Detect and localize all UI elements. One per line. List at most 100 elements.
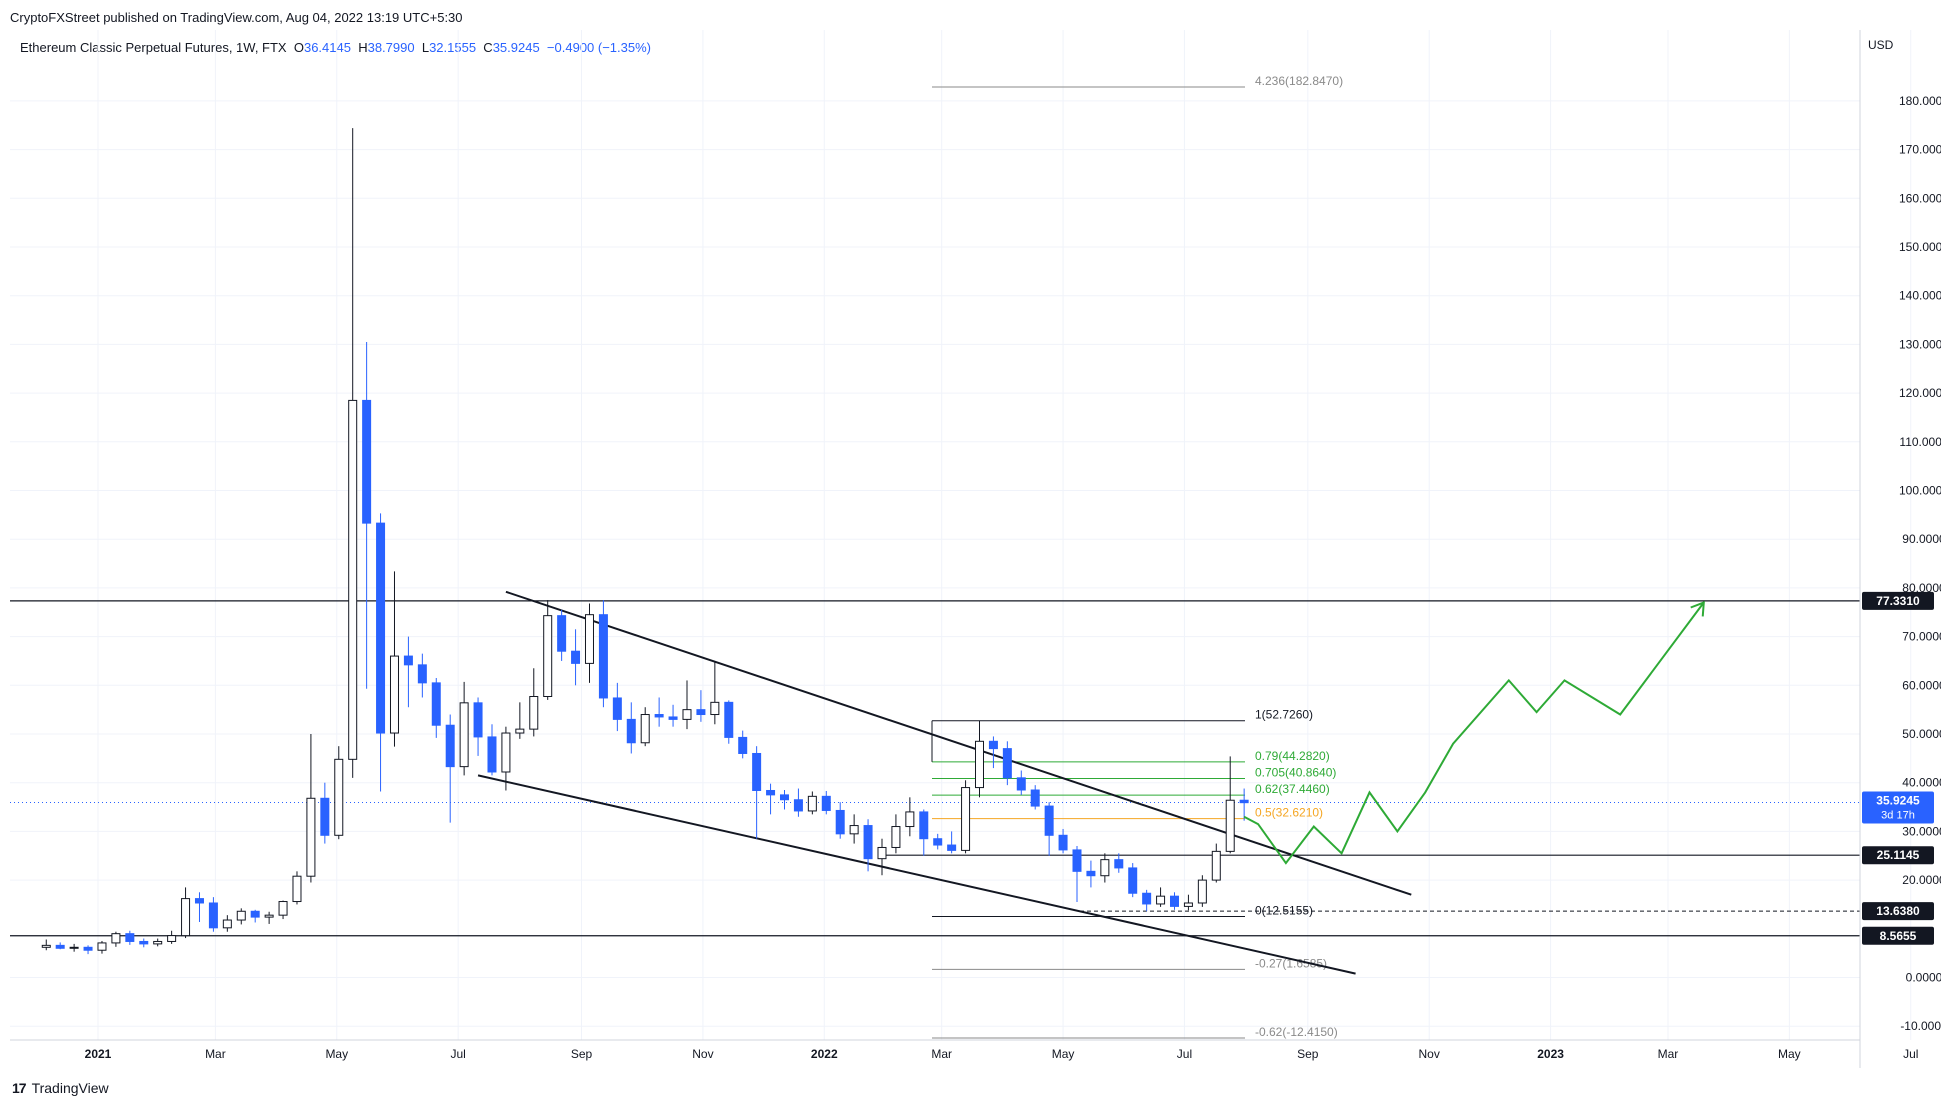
candle-body xyxy=(779,794,789,801)
candle xyxy=(1072,846,1082,903)
candle xyxy=(445,714,455,823)
y-tick-label: 130.0000 xyxy=(1899,337,1941,351)
y-tick-label: 120.0000 xyxy=(1899,386,1941,400)
candle xyxy=(1211,843,1221,883)
candle xyxy=(571,629,581,686)
price-marker-badge xyxy=(1862,902,1934,921)
fib-level-label: 0.705(40.8640) xyxy=(1255,765,1336,779)
candle-body xyxy=(1058,834,1068,851)
candle-body xyxy=(55,944,65,949)
y-tick-label: 80.0000 xyxy=(1902,581,1941,595)
candle xyxy=(598,600,608,708)
candle-body xyxy=(1114,859,1124,869)
x-tick-label: May xyxy=(1052,1047,1075,1061)
candle-body xyxy=(153,940,163,945)
candle xyxy=(194,892,204,922)
candle-body xyxy=(111,933,121,944)
fib-level-label: 0.62(37.4460) xyxy=(1255,782,1330,796)
candle xyxy=(97,940,107,954)
candle xyxy=(1128,863,1138,898)
candle-body xyxy=(849,825,859,835)
price-marker-badge xyxy=(1862,846,1934,865)
close-value: 35.9245 xyxy=(492,40,540,55)
close-label: C xyxy=(483,40,493,55)
candle-body xyxy=(529,696,539,730)
candle-body xyxy=(584,614,594,664)
x-tick-label: Nov xyxy=(692,1047,713,1061)
candle-body xyxy=(1072,849,1082,872)
candle-body xyxy=(612,697,622,720)
symbol-name: Ethereum Classic Perpetual Futures, 1W, … xyxy=(20,40,287,55)
candle-body xyxy=(974,740,984,789)
currency-label: USD xyxy=(1868,38,1894,52)
x-tick-label: 2023 xyxy=(1537,1047,1564,1061)
candle-body xyxy=(348,399,358,760)
candle-body xyxy=(1030,789,1040,807)
candle xyxy=(557,609,567,661)
candle-body xyxy=(793,799,803,812)
candle xyxy=(111,931,121,947)
fib-level-label: 4.236(182.8470) xyxy=(1255,74,1343,88)
y-tick-label: 150.0000 xyxy=(1899,240,1941,254)
candle xyxy=(1183,894,1193,911)
candle-body xyxy=(487,736,497,773)
horizontal-levels xyxy=(10,600,1860,937)
channel-lower-line xyxy=(477,774,1356,975)
candle-body xyxy=(459,702,469,768)
candle xyxy=(974,720,984,798)
candle-body xyxy=(431,682,441,726)
projection-arrowhead xyxy=(1690,601,1705,617)
x-tick-label: Jul xyxy=(1903,1047,1918,1061)
candle xyxy=(292,871,302,905)
candle-body xyxy=(891,826,901,848)
candle xyxy=(1156,887,1166,907)
x-tick-label: Sep xyxy=(571,1047,593,1061)
candle xyxy=(668,704,678,727)
y-tick-label: 110.0000 xyxy=(1899,435,1941,449)
high-label: H xyxy=(358,40,368,55)
candle-body xyxy=(724,701,734,738)
candle xyxy=(752,746,762,839)
candle-body xyxy=(292,875,302,903)
candle-body xyxy=(250,910,260,918)
candle xyxy=(891,814,901,854)
candle-body xyxy=(389,655,399,734)
candle-body xyxy=(306,797,316,877)
symbol-legend: Ethereum Classic Perpetual Futures, 1W, … xyxy=(20,40,651,55)
candle xyxy=(807,791,817,815)
candle-body xyxy=(710,701,720,716)
candle-body xyxy=(543,615,553,698)
candle-body xyxy=(41,944,51,948)
candle xyxy=(919,809,929,856)
open-value: 36.4145 xyxy=(303,40,351,55)
fib-level-label: -0.62(-12.4150) xyxy=(1255,1025,1338,1039)
candle xyxy=(654,697,664,727)
y-tick-label: 170.0000 xyxy=(1899,143,1941,157)
candle xyxy=(1030,785,1040,810)
x-tick-label: Jul xyxy=(1177,1047,1192,1061)
candle xyxy=(1016,770,1026,795)
candle xyxy=(640,707,650,747)
price-marker-badge xyxy=(1862,791,1934,824)
candle-body xyxy=(961,787,971,851)
x-tick-label: Mar xyxy=(1658,1047,1679,1061)
price-marker-label: 77.3310 xyxy=(1876,594,1920,608)
candle-body xyxy=(1100,859,1110,877)
candle xyxy=(403,636,413,708)
candle xyxy=(835,802,845,839)
candle-body xyxy=(83,946,93,951)
x-tick-label: May xyxy=(325,1047,348,1061)
candle-body xyxy=(69,946,79,949)
candle-body xyxy=(668,716,678,720)
candle-body xyxy=(835,809,845,835)
channel-upper-line xyxy=(505,590,1412,896)
y-tick-label: 20.0000 xyxy=(1902,873,1941,887)
y-tick-label: 90.0000 xyxy=(1902,532,1941,546)
candle xyxy=(947,831,957,854)
footer-branding: 17 TradingView xyxy=(12,1080,109,1096)
candle-body xyxy=(1002,748,1012,779)
candle xyxy=(1239,788,1249,821)
candle-body xyxy=(1016,777,1026,791)
candle-body xyxy=(278,901,288,916)
